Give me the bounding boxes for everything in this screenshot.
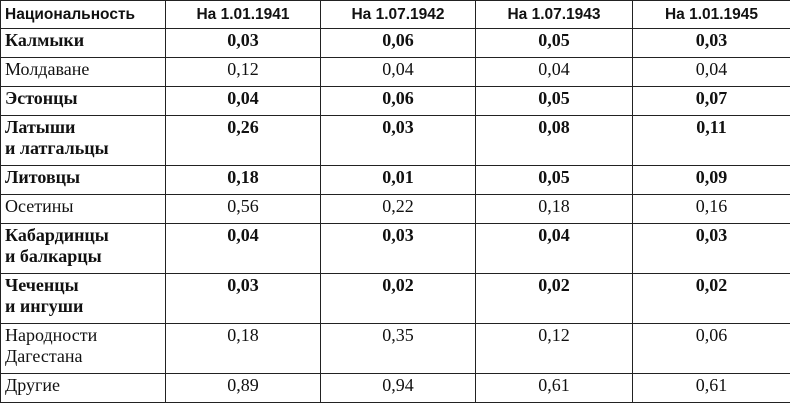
name-line: Эстонцы — [5, 88, 78, 108]
name-line: Народности — [5, 325, 98, 345]
table-row: Осетины 0,56 0,22 0,18 0,16 — [0, 194, 790, 224]
value-cell: 0,07 — [632, 86, 790, 116]
value-cell: 0,18 — [475, 194, 633, 224]
name-cell: Калмыки — [0, 28, 166, 58]
name-line: Кабардинцы — [5, 225, 109, 245]
value-cell: 0,04 — [475, 57, 633, 87]
value-cell: 0,02 — [475, 273, 633, 324]
table-row: Чеченцы и ингуши 0,03 0,02 0,02 0,02 — [0, 273, 790, 324]
value-cell: 0,09 — [632, 165, 790, 195]
value-cell: 0,03 — [165, 273, 321, 324]
value-cell: 0,03 — [320, 115, 476, 166]
value-cell: 0,61 — [632, 373, 790, 403]
value-cell: 0,04 — [165, 223, 321, 274]
name-line: Дагестана — [5, 346, 83, 366]
value-cell: 0,94 — [320, 373, 476, 403]
name-line: Молдаване — [5, 59, 90, 79]
value-cell: 0,35 — [320, 323, 476, 374]
value-cell: 0,22 — [320, 194, 476, 224]
value-cell: 0,08 — [475, 115, 633, 166]
name-cell: Кабардинцы и балкарцы — [0, 223, 166, 274]
value-cell: 0,06 — [320, 86, 476, 116]
value-cell: 0,03 — [320, 223, 476, 274]
value-cell: 0,02 — [320, 273, 476, 324]
value-cell: 0,18 — [165, 323, 321, 374]
table-row: Латыши и латгальцы 0,26 0,03 0,08 0,11 — [0, 115, 790, 166]
value-cell: 0,16 — [632, 194, 790, 224]
value-cell: 0,06 — [632, 323, 790, 374]
table-row: Литовцы 0,18 0,01 0,05 0,09 — [0, 165, 790, 195]
name-cell: Народности Дагестана — [0, 323, 166, 374]
name-line: и балкарцы — [5, 246, 102, 266]
value-cell: 0,04 — [475, 223, 633, 274]
value-cell: 0,56 — [165, 194, 321, 224]
table-row: Другие 0,89 0,94 0,61 0,61 — [0, 373, 790, 403]
value-cell: 0,03 — [632, 223, 790, 274]
value-cell: 0,04 — [632, 57, 790, 87]
value-cell: 0,89 — [165, 373, 321, 403]
value-cell: 0,12 — [165, 57, 321, 87]
header-cell: На 1.07.1942 — [320, 0, 476, 29]
name-line: Калмыки — [5, 30, 85, 50]
name-cell: Молдаване — [0, 57, 166, 87]
header-cell: На 1.07.1943 — [475, 0, 633, 29]
name-cell: Литовцы — [0, 165, 166, 195]
header-cell: Национальность — [0, 0, 166, 29]
value-cell: 0,12 — [475, 323, 633, 374]
name-line: Латыши — [5, 117, 76, 137]
table-row: Эстонцы 0,04 0,06 0,05 0,07 — [0, 86, 790, 116]
header-row: Национальность На 1.01.1941 На 1.07.1942 На… — [0, 0, 790, 29]
value-cell: 0,02 — [632, 273, 790, 324]
value-cell: 0,04 — [320, 57, 476, 87]
name-line: Осетины — [5, 196, 74, 216]
name-line: Чеченцы — [5, 275, 79, 295]
value-cell: 0,06 — [320, 28, 476, 58]
header-cell: На 1.01.1941 — [165, 0, 321, 29]
value-cell: 0,61 — [475, 373, 633, 403]
table-row: Калмыки 0,03 0,06 0,05 0,03 — [0, 28, 790, 58]
name-line: и латгальцы — [5, 138, 109, 158]
name-cell: Эстонцы — [0, 86, 166, 116]
name-line: и ингуши — [5, 296, 84, 316]
value-cell: 0,03 — [632, 28, 790, 58]
header-cell: На 1.01.1945 — [632, 0, 790, 29]
value-cell: 0,05 — [475, 165, 633, 195]
value-cell: 0,11 — [632, 115, 790, 166]
value-cell: 0,03 — [165, 28, 321, 58]
name-line: Другие — [5, 375, 61, 395]
value-cell: 0,01 — [320, 165, 476, 195]
value-cell: 0,04 — [165, 86, 321, 116]
value-cell: 0,05 — [475, 28, 633, 58]
name-cell: Осетины — [0, 194, 166, 224]
name-line: Литовцы — [5, 167, 81, 187]
table-row: Народности Дагестана 0,18 0,35 0,12 0,06 — [0, 323, 790, 374]
table-row: Кабардинцы и балкарцы 0,04 0,03 0,04 0,03 — [0, 223, 790, 274]
name-cell: Другие — [0, 373, 166, 403]
value-cell: 0,26 — [165, 115, 321, 166]
table-row: Молдаване 0,12 0,04 0,04 0,04 — [0, 57, 790, 87]
table-body: Калмыки 0,03 0,06 0,05 0,03 Молдаване 0,12 0,04… — [0, 28, 790, 403]
name-cell: Чеченцы и ингуши — [0, 273, 166, 324]
value-cell: 0,05 — [475, 86, 633, 116]
name-cell: Латыши и латгальцы — [0, 115, 166, 166]
value-cell: 0,18 — [165, 165, 321, 195]
